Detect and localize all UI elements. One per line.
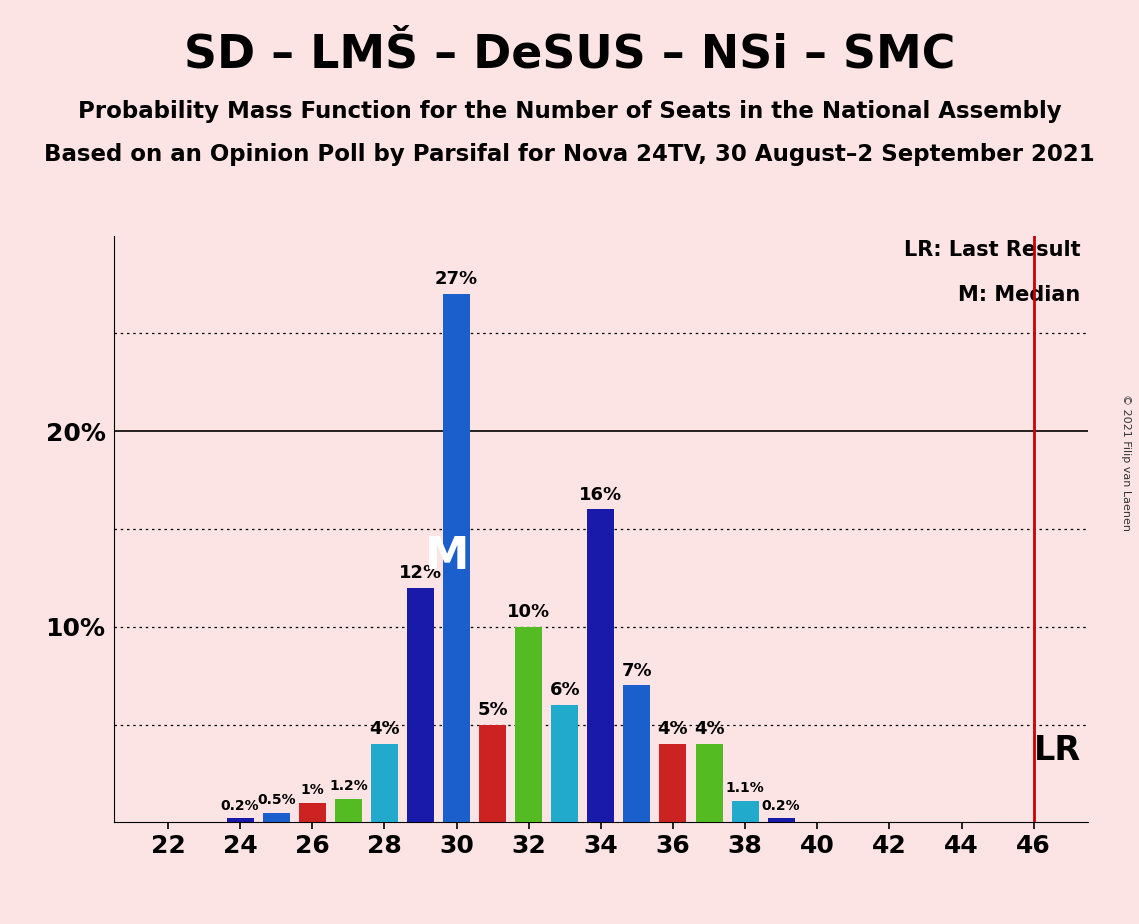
Text: 4%: 4% xyxy=(657,721,688,738)
Bar xyxy=(731,801,759,822)
Text: 1.1%: 1.1% xyxy=(726,781,764,795)
Text: 4%: 4% xyxy=(369,721,400,738)
Text: 7%: 7% xyxy=(622,662,653,679)
Text: M: M xyxy=(425,535,469,578)
Text: Probability Mass Function for the Number of Seats in the National Assembly: Probability Mass Function for the Number… xyxy=(77,100,1062,123)
Bar xyxy=(298,803,326,822)
Text: M: Median: M: Median xyxy=(958,285,1081,305)
Bar xyxy=(551,705,579,822)
Bar xyxy=(335,799,362,822)
Text: 10%: 10% xyxy=(507,603,550,621)
Bar xyxy=(768,819,795,822)
Bar xyxy=(227,819,254,822)
Bar xyxy=(263,812,289,822)
Bar xyxy=(623,686,650,822)
Bar xyxy=(696,744,722,822)
Text: 5%: 5% xyxy=(477,700,508,719)
Bar xyxy=(659,744,687,822)
Text: SD – LMŠ – DeSUS – NSi – SMC: SD – LMŠ – DeSUS – NSi – SMC xyxy=(183,32,956,78)
Text: 0.5%: 0.5% xyxy=(257,793,295,807)
Bar xyxy=(371,744,398,822)
Text: © 2021 Filip van Laenen: © 2021 Filip van Laenen xyxy=(1121,394,1131,530)
Text: 12%: 12% xyxy=(399,564,442,582)
Text: 0.2%: 0.2% xyxy=(221,798,260,812)
Text: 6%: 6% xyxy=(549,681,580,699)
Text: LR: Last Result: LR: Last Result xyxy=(904,239,1081,260)
Text: 27%: 27% xyxy=(435,271,478,288)
Text: LR: LR xyxy=(1033,735,1081,767)
Bar xyxy=(515,626,542,822)
Text: 0.2%: 0.2% xyxy=(762,798,801,812)
Text: 1%: 1% xyxy=(301,783,325,796)
Bar xyxy=(588,509,614,822)
Text: 16%: 16% xyxy=(580,486,622,504)
Bar xyxy=(480,724,506,822)
Text: 4%: 4% xyxy=(694,721,724,738)
Text: Based on an Opinion Poll by Parsifal for Nova 24TV, 30 August–2 September 2021: Based on an Opinion Poll by Parsifal for… xyxy=(44,143,1095,166)
Text: 1.2%: 1.2% xyxy=(329,779,368,793)
Bar xyxy=(443,294,470,822)
Bar xyxy=(407,588,434,822)
